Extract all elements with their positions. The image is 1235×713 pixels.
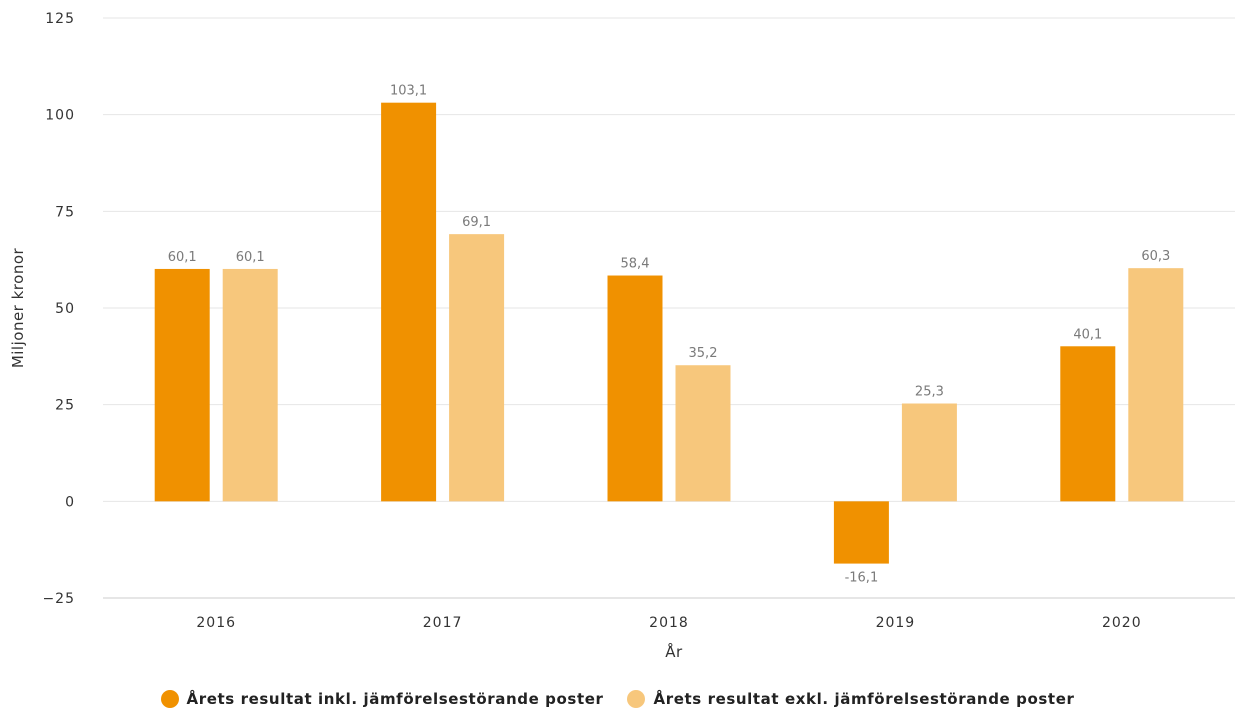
bar-2016-series-2 bbox=[222, 268, 278, 502]
bar-chart: −25 0 25 50 75 100 125 60,1 60,1 103,1 69,1 58,4 35… bbox=[9, 11, 1235, 661]
y-axis-title: Miljoner kronor bbox=[9, 248, 27, 369]
bar-2019-series-2 bbox=[901, 403, 957, 502]
data-label-2017-series-2: 69,1 bbox=[462, 215, 491, 230]
x-tick-label-2018: 2018 bbox=[649, 615, 689, 631]
data-label-2017-series-1: 103,1 bbox=[390, 84, 427, 99]
x-axis-title: År bbox=[665, 642, 683, 661]
data-label-2019-series-2: 25,3 bbox=[915, 385, 944, 400]
legend-item-series-1[interactable]: Årets resultat inkl. jämförelsestörande … bbox=[160, 690, 604, 708]
x-tick-label-2016: 2016 bbox=[196, 615, 236, 631]
legend-label-series-1: Årets resultat inkl. jämförelsestörande … bbox=[186, 690, 604, 708]
legend: Årets resultat inkl. jämförelsestörande … bbox=[0, 686, 1235, 712]
y-tick-label-0: −25 bbox=[42, 591, 75, 607]
bar-2018-series-1 bbox=[607, 275, 663, 502]
legend-marker-series-1 bbox=[160, 690, 179, 708]
data-label-2020-series-1: 40,1 bbox=[1073, 327, 1102, 342]
data-label-2020-series-2: 60,3 bbox=[1141, 249, 1170, 264]
y-tick-label-6: 125 bbox=[45, 11, 75, 27]
bar-2017-series-2 bbox=[449, 234, 505, 502]
bars bbox=[154, 102, 1184, 564]
data-labels: 60,1 60,1 103,1 69,1 58,4 35,2 -16,1 25,3 40,1 60… bbox=[168, 84, 1171, 586]
x-tick-label-2020: 2020 bbox=[1102, 615, 1142, 631]
y-tick-label-5: 100 bbox=[45, 108, 75, 124]
y-tick-label-4: 75 bbox=[55, 204, 75, 220]
x-axis-ticks: 2016 2017 2018 2019 2020 bbox=[196, 615, 1142, 631]
data-label-2019-series-1: -16,1 bbox=[845, 571, 879, 586]
data-label-2018-series-1: 58,4 bbox=[621, 257, 650, 272]
bar-2016-series-1 bbox=[154, 268, 210, 502]
bar-2017-series-1 bbox=[381, 102, 437, 502]
gridlines bbox=[103, 17, 1235, 599]
legend-label-series-2: Årets resultat exkl. jämförelsestörande … bbox=[653, 690, 1075, 708]
bar-2019-series-1 bbox=[833, 501, 889, 564]
data-label-2018-series-2: 35,2 bbox=[689, 346, 718, 361]
y-tick-label-3: 50 bbox=[55, 301, 75, 317]
data-label-2016-series-1: 60,1 bbox=[168, 250, 197, 265]
bar-2020-series-1 bbox=[1060, 346, 1116, 502]
bar-2020-series-2 bbox=[1128, 268, 1184, 502]
y-tick-label-1: 0 bbox=[65, 494, 75, 510]
x-tick-label-2017: 2017 bbox=[423, 615, 463, 631]
y-axis-ticks: −25 0 25 50 75 100 125 bbox=[42, 11, 75, 607]
legend-marker-series-2 bbox=[627, 690, 646, 708]
legend-item-series-2[interactable]: Årets resultat exkl. jämförelsestörande … bbox=[627, 690, 1074, 708]
x-tick-label-2019: 2019 bbox=[876, 615, 916, 631]
bar-2018-series-2 bbox=[675, 365, 731, 502]
y-tick-label-2: 25 bbox=[55, 398, 75, 414]
data-label-2016-series-2: 60,1 bbox=[236, 250, 265, 265]
